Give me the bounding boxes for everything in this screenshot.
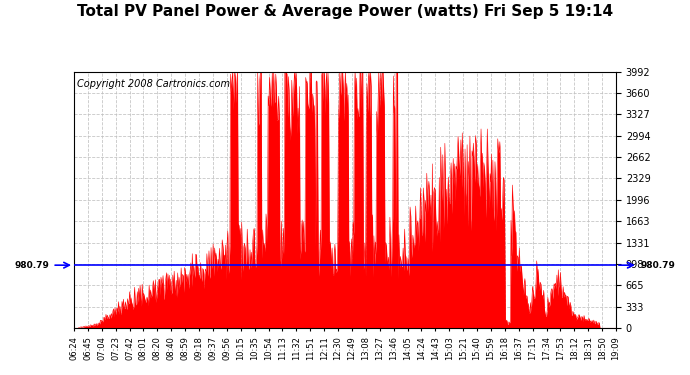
Text: 980.79: 980.79: [14, 261, 50, 270]
Text: 980.79: 980.79: [640, 261, 676, 270]
Text: Total PV Panel Power & Average Power (watts) Fri Sep 5 19:14: Total PV Panel Power & Average Power (wa…: [77, 4, 613, 19]
Text: Copyright 2008 Cartronics.com: Copyright 2008 Cartronics.com: [77, 79, 230, 89]
